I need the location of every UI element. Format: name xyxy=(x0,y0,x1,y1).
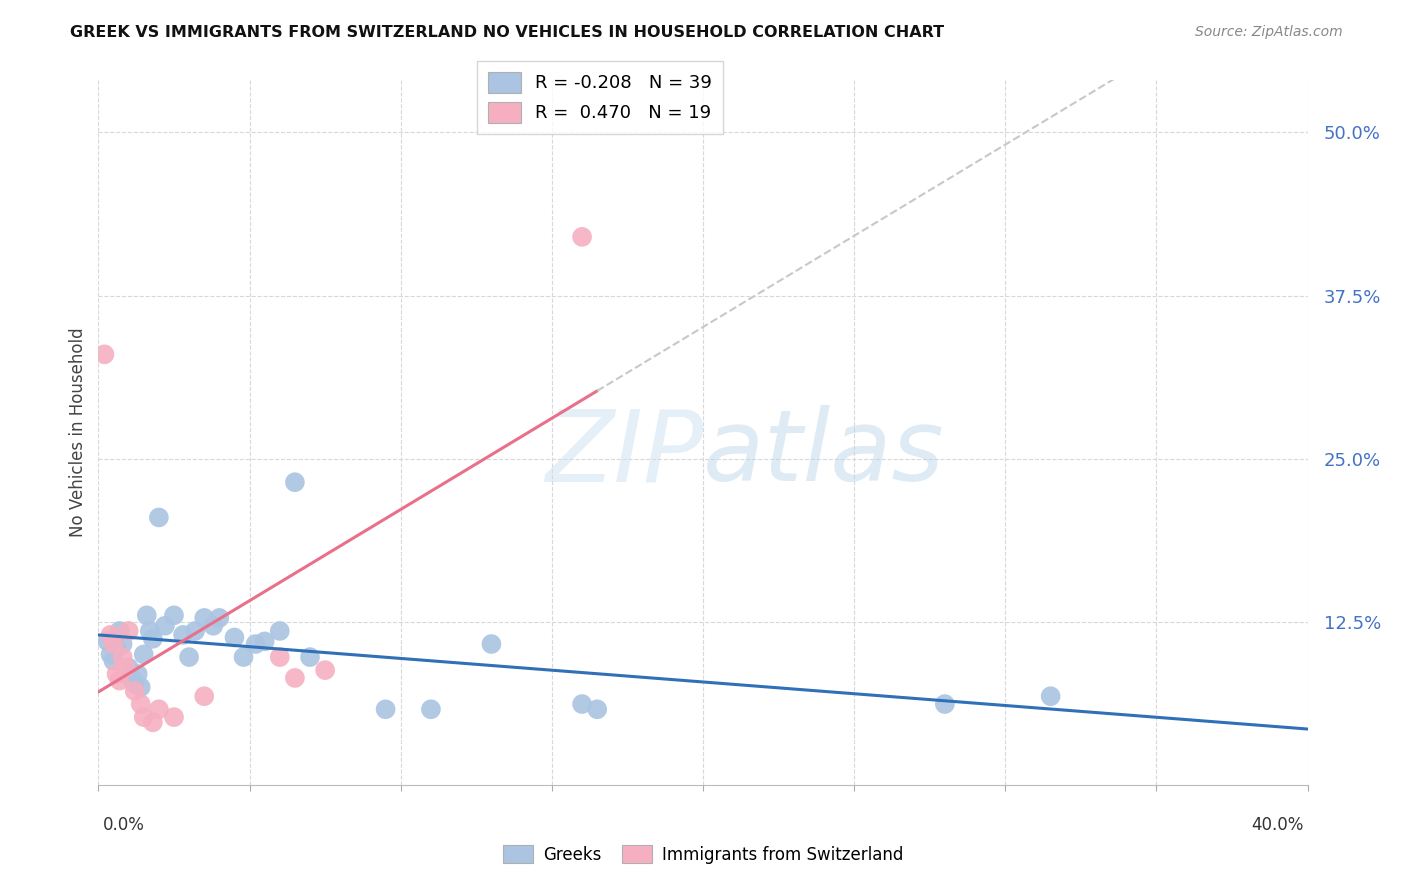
Point xyxy=(586,702,609,716)
Point xyxy=(1039,690,1062,704)
Point xyxy=(284,475,307,490)
Point xyxy=(245,637,267,651)
Point xyxy=(202,619,225,633)
Point xyxy=(129,680,152,694)
Point xyxy=(129,697,152,711)
Point xyxy=(124,684,146,698)
Point xyxy=(108,624,131,638)
Point xyxy=(135,608,157,623)
Point xyxy=(100,648,122,662)
Point xyxy=(114,667,136,681)
Point xyxy=(172,628,194,642)
Point xyxy=(208,611,231,625)
Point xyxy=(284,671,307,685)
Point xyxy=(148,702,170,716)
Point xyxy=(481,637,503,651)
Legend: Greeks, Immigrants from Switzerland: Greeks, Immigrants from Switzerland xyxy=(496,838,910,871)
Point xyxy=(269,650,291,665)
Point xyxy=(124,676,146,690)
Point xyxy=(179,650,201,665)
Point xyxy=(571,230,593,244)
Point xyxy=(420,702,443,716)
Point xyxy=(253,634,276,648)
Point xyxy=(571,697,593,711)
Point xyxy=(118,624,141,638)
Point xyxy=(111,650,134,665)
Y-axis label: No Vehicles in Household: No Vehicles in Household xyxy=(69,327,87,538)
Point xyxy=(374,702,396,716)
Point xyxy=(299,650,322,665)
Point xyxy=(139,624,162,638)
Point xyxy=(314,663,336,677)
Point xyxy=(103,654,125,668)
Text: atlas: atlas xyxy=(703,405,945,502)
Point xyxy=(114,660,136,674)
Point xyxy=(163,710,186,724)
Text: GREEK VS IMMIGRANTS FROM SWITZERLAND NO VEHICLES IN HOUSEHOLD CORRELATION CHART: GREEK VS IMMIGRANTS FROM SWITZERLAND NO … xyxy=(70,25,945,40)
Point xyxy=(148,510,170,524)
Point xyxy=(269,624,291,638)
Point xyxy=(193,611,215,625)
Point xyxy=(108,673,131,688)
Text: Source: ZipAtlas.com: Source: ZipAtlas.com xyxy=(1195,25,1343,39)
Point xyxy=(111,637,134,651)
Point xyxy=(934,697,956,711)
Point xyxy=(184,624,207,638)
Point xyxy=(105,667,128,681)
Point xyxy=(224,631,246,645)
Point xyxy=(153,619,176,633)
Point xyxy=(105,640,128,655)
Point xyxy=(100,628,122,642)
Text: 40.0%: 40.0% xyxy=(1251,816,1303,834)
Point xyxy=(93,347,115,361)
Point xyxy=(118,660,141,674)
Point xyxy=(132,710,155,724)
Point xyxy=(142,715,165,730)
Point xyxy=(193,690,215,704)
Legend: R = -0.208   N = 39, R =  0.470   N = 19: R = -0.208 N = 39, R = 0.470 N = 19 xyxy=(478,62,723,134)
Point xyxy=(163,608,186,623)
Point xyxy=(121,671,143,685)
Point xyxy=(103,637,125,651)
Point xyxy=(132,648,155,662)
Point xyxy=(96,634,118,648)
Point xyxy=(232,650,254,665)
Point xyxy=(142,632,165,646)
Text: ZIP: ZIP xyxy=(544,405,703,502)
Text: 0.0%: 0.0% xyxy=(103,816,145,834)
Point xyxy=(127,667,149,681)
